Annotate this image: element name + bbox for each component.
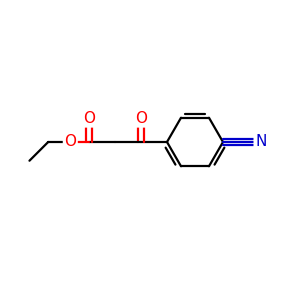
Text: N: N — [255, 134, 266, 149]
Text: O: O — [83, 111, 95, 126]
Text: O: O — [64, 134, 76, 149]
Text: O: O — [135, 111, 147, 126]
